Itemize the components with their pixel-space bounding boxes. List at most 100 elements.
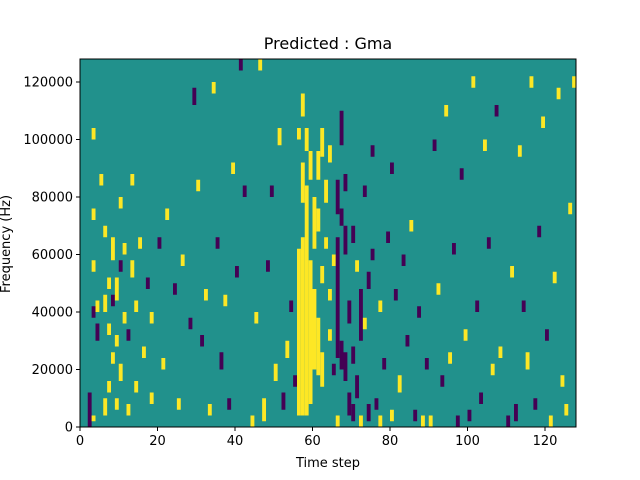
heatmap-cell <box>300 162 305 203</box>
heatmap-cell <box>262 398 267 422</box>
heatmap-cell <box>529 76 534 88</box>
heatmap-cell <box>231 162 236 174</box>
heatmap-cell <box>401 254 406 266</box>
heatmap-cell <box>316 317 321 376</box>
heatmap-cell <box>335 415 340 427</box>
heatmap-cell <box>165 208 170 220</box>
heatmap-cell <box>440 375 445 387</box>
heatmap-cell <box>351 404 356 422</box>
heatmap-cell <box>126 404 131 416</box>
heatmap-cell <box>250 415 255 427</box>
heatmap-cell <box>324 237 329 249</box>
heatmap-cell <box>285 340 290 358</box>
heatmap-cell <box>506 415 511 427</box>
heatmap-cell <box>118 197 123 209</box>
x-tick-label: 80 <box>382 434 399 449</box>
heatmap-cell <box>359 415 363 427</box>
heatmap-cell <box>409 220 414 232</box>
heatmap-cell <box>355 375 360 399</box>
heatmap-cell <box>316 151 321 180</box>
heatmap-cell <box>366 271 371 289</box>
x-tick-label: 20 <box>149 434 166 449</box>
heatmap-cell <box>556 87 561 100</box>
heatmap-cell <box>343 352 348 381</box>
heatmap-cell <box>486 237 491 249</box>
heatmap-cell <box>467 409 472 422</box>
heatmap-cell <box>545 329 549 341</box>
heatmap-cell <box>91 128 96 140</box>
heatmap-cell <box>103 398 108 416</box>
heatmap-cell <box>87 392 92 427</box>
heatmap-cell <box>463 329 468 341</box>
heatmap-cell <box>122 243 127 255</box>
heatmap-cell <box>444 105 449 117</box>
heatmap-cell <box>390 162 394 174</box>
heatmap-cells <box>87 59 577 427</box>
x-axis-label: Time step <box>295 456 360 471</box>
heatmap-cell <box>118 363 123 381</box>
y-axis-label: Frequency (Hz) <box>0 195 14 293</box>
heatmap-cell <box>533 398 538 410</box>
heatmap-cell <box>355 260 360 272</box>
heatmap-cell <box>316 208 321 232</box>
heatmap-cell <box>324 179 329 203</box>
heatmap-cell <box>130 260 135 278</box>
heatmap-cell <box>452 243 456 255</box>
y-tick-label: 60000 <box>32 248 73 263</box>
heatmap-cell <box>494 105 499 117</box>
heatmap-cell <box>308 260 313 404</box>
heatmap-cell <box>134 381 139 393</box>
heatmap-cell <box>339 208 344 226</box>
heatmap-cell <box>281 392 286 410</box>
y-tick-label: 20000 <box>32 363 73 378</box>
heatmap-cell <box>359 289 363 341</box>
heatmap-cell <box>227 398 232 410</box>
heatmap-cell <box>149 312 154 324</box>
heatmap-cell <box>293 375 298 387</box>
x-tick-label: 0 <box>76 434 84 449</box>
heatmap-cell <box>378 300 383 312</box>
heatmap-cell <box>107 277 112 289</box>
heatmap-cell <box>320 128 325 157</box>
y-tick-label: 0 <box>65 421 73 436</box>
heatmap-cell <box>254 312 259 324</box>
heatmap-cell <box>304 185 309 416</box>
heatmap-cell <box>312 289 317 370</box>
heatmap-cell <box>99 174 104 186</box>
heatmap-cell <box>483 139 487 151</box>
heatmap-cell <box>432 139 437 151</box>
x-tick-label: 40 <box>227 434 244 449</box>
heatmap-cell <box>560 375 565 387</box>
heatmap-cell <box>114 398 119 410</box>
heatmap-cell <box>405 335 410 347</box>
heatmap-cell <box>548 415 553 427</box>
heatmap-cell <box>424 358 429 370</box>
heatmap-cell <box>242 185 247 197</box>
heatmap-cell <box>510 266 515 278</box>
heatmap-cell <box>235 266 239 278</box>
heatmap-cell <box>339 110 344 146</box>
heatmap-cell <box>471 76 476 88</box>
heatmap-cell <box>421 415 425 427</box>
heatmap-cell <box>343 174 348 192</box>
heatmap-cell <box>103 294 108 312</box>
heatmap-cell <box>378 415 383 427</box>
heatmap-cell <box>215 237 220 249</box>
heatmap-cell <box>111 237 115 261</box>
y-axis: 0 20000 40000 60000 80000 100000 120000 <box>23 76 80 436</box>
heatmap-cell <box>130 174 135 186</box>
heatmap-cell <box>382 358 387 370</box>
heatmap-cell <box>374 398 379 410</box>
heatmap-cell <box>196 179 201 192</box>
heatmap-cell <box>114 277 119 301</box>
heatmap-cell <box>490 363 495 376</box>
heatmap-cell <box>103 225 108 238</box>
heatmap-cell <box>118 260 123 272</box>
heatmap-cell <box>436 283 441 295</box>
heatmap-cell <box>200 335 205 347</box>
heatmap-cell <box>304 128 309 151</box>
heatmap-cell <box>331 254 336 266</box>
heatmap-cell <box>370 145 375 157</box>
heatmap-cell <box>568 202 573 215</box>
